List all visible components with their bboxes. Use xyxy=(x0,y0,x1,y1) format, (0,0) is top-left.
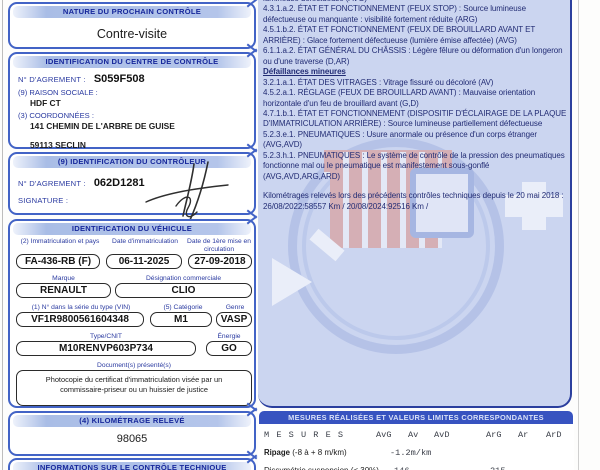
prochain-controle-value: Contre-visite xyxy=(96,27,168,41)
designation-value: CLIO xyxy=(115,283,252,298)
date-mise-circulation-label: Date de 1ère mise en circulation xyxy=(187,238,251,253)
section-title-mesures: MESURES RÉALISÉES ET VALEURS LIMITES COR… xyxy=(259,411,573,424)
watermark-circle xyxy=(288,138,504,354)
defects-panel: lumineuse défectueuse (AVG) 4.3.1.a.2. É… xyxy=(258,0,572,408)
section-title-controleur: (9) IDENTIFICATION DU CONTRÔLEUR xyxy=(13,156,251,168)
ripage-value: -1.2m/km xyxy=(390,448,432,458)
date-immatriculation-label: Date d'immatriculation xyxy=(112,238,178,245)
defaillances-mineures-heading: Défaillances mineures xyxy=(263,67,346,77)
controleur-agrement-value: 062D1281 xyxy=(93,177,145,189)
section-vehicule: IDENTIFICATION DU VÉHICULE (2) Immatricu… xyxy=(8,219,256,408)
watermark-blue-shape xyxy=(410,168,474,238)
section-centre-controle: IDENTIFICATION DU CENTRE DE CONTRÔLE N° … xyxy=(8,52,256,162)
section-title-kilometrage: (4) KILOMÉTRAGE RELEVÉ xyxy=(13,415,251,427)
defect-line-majeure: 4.5.1.b.2. ÉTAT ET FONCTIONNEMENT (FEUX … xyxy=(263,25,535,45)
defect-line-majeure: 6.1.1.a.2. ÉTAT GÉNÉRAL DU CHÂSSIS : Lég… xyxy=(263,46,563,66)
section-kilometrage: (4) KILOMÉTRAGE RELEVÉ 98065 xyxy=(8,411,256,456)
genre-label: Genre xyxy=(225,304,245,311)
ripage-row-label: Ripage (-8 à + 8 m/km) xyxy=(264,448,347,457)
defects-text-block: lumineuse défectueuse (AVG) 4.3.1.a.2. É… xyxy=(263,0,568,212)
date-mise-circulation-value: 27-09-2018 xyxy=(188,254,252,269)
immatriculation-value: FA-436-RB (F) xyxy=(16,254,100,269)
col-header-ar: Ar xyxy=(518,430,529,440)
centre-agrement-row: N° D'AGREMENT : S059F508 xyxy=(18,73,246,85)
col-header-avg: AvG xyxy=(376,430,392,440)
signature-scribble xyxy=(145,161,229,221)
col-header-avd: AvD xyxy=(434,430,450,440)
page-left-edge xyxy=(2,0,3,470)
defect-line-clipped: lumineuse défectueuse (AVG) xyxy=(263,0,568,4)
type-cnit-value: M10RENVP603P734 xyxy=(16,341,196,356)
type-cnit-label: Type/CNIT xyxy=(90,333,122,340)
section-title-prochain-controle: NATURE DU PROCHAIN CONTRÔLE xyxy=(13,6,251,18)
vin-value: VF1R9800561604348 xyxy=(16,312,144,327)
controle-technique-watermark-logo xyxy=(258,0,570,406)
defect-line-majeure: 4.3.1.a.2. ÉTAT ET FONCTIONNEMENT (FEUX … xyxy=(263,4,526,24)
categorie-value: M1 xyxy=(150,312,212,327)
documents-value: Photocopie du certificat d'immatriculati… xyxy=(16,370,252,406)
centre-raison-value: HDF CT xyxy=(30,98,61,108)
centre-ville: 59113 SECLIN xyxy=(30,140,86,150)
controleur-signature-label: SIGNATURE : xyxy=(18,196,69,205)
defect-line-mineure: 5.2.3.e.1. PNEUMATIQUES : Usure anormale… xyxy=(263,129,537,150)
defect-line-mineure: 4.7.1.b.1. ÉTAT ET FONCTIONNEMENT (DISPO… xyxy=(263,108,567,129)
mesures-col-header: M E S U R E S xyxy=(264,430,345,440)
section-title-vehicule: IDENTIFICATION DU VÉHICULE xyxy=(13,223,251,235)
section-mesures: MESURES RÉALISÉES ET VALEURS LIMITES COR… xyxy=(258,411,574,470)
marque-label: Marque xyxy=(52,275,75,282)
defect-line-mineure: 4.5.2.a.1. RÉGLAGE (FEUX DE BROUILLARD A… xyxy=(263,88,536,108)
dissymetrie-value-av: 146 xyxy=(394,466,409,470)
energie-value: GO xyxy=(206,341,252,356)
defect-line-mineure: 5.2.3.h.1. PNEUMATIQUES : Le système de … xyxy=(263,150,565,181)
col-header-arg: ArG xyxy=(486,430,502,440)
immatriculation-label: (2) Immatriculation et pays xyxy=(20,238,100,245)
col-header-av: Av xyxy=(408,430,419,440)
watermark-triangle-shape xyxy=(272,258,312,306)
page-right-edge xyxy=(578,0,579,470)
documents-label: Document(s) présenté(s) xyxy=(97,362,171,369)
dissymetrie-value-ar: 215 xyxy=(490,466,505,470)
vin-label: (1) N° dans la série du type (VIN) xyxy=(31,304,131,311)
section-title-centre: IDENTIFICATION DU CENTRE DE CONTRÔLE xyxy=(13,56,251,68)
centre-raison-label: (9) RAISON SOCIALE : xyxy=(18,87,98,97)
defect-line-mineure: 3.2.1.a.1. ÉTAT DES VITRAGES : Vitrage f… xyxy=(263,77,494,87)
section-title-informations: INFORMATIONS SUR LE CONTRÔLE TECHNIQUE D… xyxy=(13,462,251,470)
section-controleur: (9) IDENTIFICATION DU CONTRÔLEUR N° D'AG… xyxy=(8,152,256,221)
col-header-ard: ArD xyxy=(546,430,562,440)
controleur-agrement-label: N° D'AGREMENT : xyxy=(18,179,86,188)
kilometrages-historique: Kilométrages relevés lors des précédents… xyxy=(263,191,564,211)
energie-label: Énergie xyxy=(217,333,241,340)
dissymetrie-row-label: Dissymétrie suspension (< 30%) xyxy=(264,466,379,470)
centre-agrement-label: N° D'AGREMENT : xyxy=(18,75,86,84)
kilometrage-value: 98065 xyxy=(116,433,148,445)
centre-agrement-value: S059F508 xyxy=(93,73,145,85)
designation-label: Désignation commerciale xyxy=(145,275,222,282)
genre-value: VASP xyxy=(216,312,252,327)
date-immatriculation-value: 06-11-2025 xyxy=(106,254,182,269)
section-informations-defavorable: INFORMATIONS SUR LE CONTRÔLE TECHNIQUE D… xyxy=(8,458,256,470)
marque-value: RENAULT xyxy=(16,283,111,298)
section-prochain-controle: NATURE DU PROCHAIN CONTRÔLE Contre-visit… xyxy=(8,2,256,49)
centre-coordonnees-label: (3) COORDONNÉES : xyxy=(18,110,94,120)
watermark-cross-shape xyxy=(505,182,563,230)
centre-adresse: 141 CHEMIN DE L'ARBRE DE GUISE xyxy=(30,121,175,131)
controleur-agrement-row: N° D'AGREMENT : 062D1281 xyxy=(18,177,246,189)
